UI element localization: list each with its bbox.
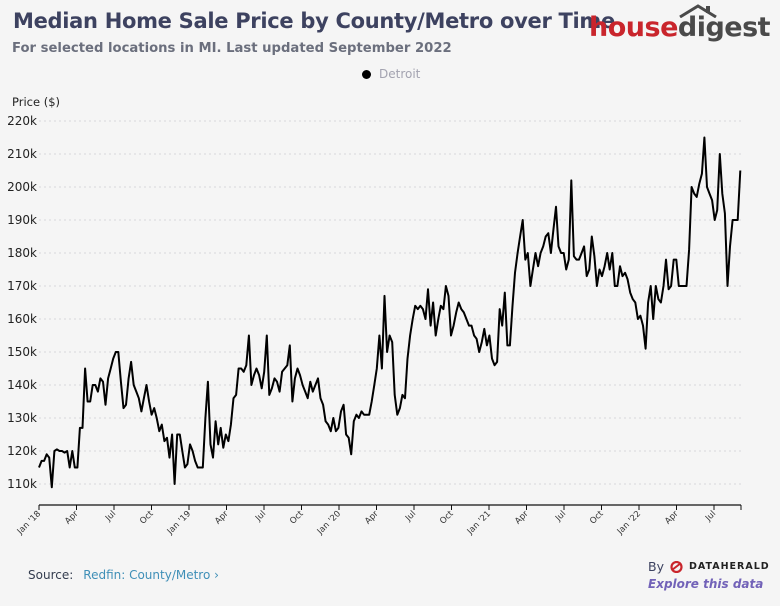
y-tick-label: 210k xyxy=(7,147,37,161)
x-tick-label: Oct xyxy=(288,509,306,527)
x-tick-label: Oct xyxy=(438,509,456,527)
logo-part-digest: digest xyxy=(677,4,771,43)
dataherald-logo-icon xyxy=(670,560,683,573)
legend-item-detroit[interactable]: Detroit xyxy=(379,67,421,81)
y-axis-label: Price ($) xyxy=(12,95,60,109)
roof-icon xyxy=(679,4,717,18)
y-tick-label: 180k xyxy=(7,246,37,260)
x-tick-label: Apr xyxy=(213,509,231,527)
series-line-detroit xyxy=(38,136,742,489)
chart-legend: Detroit xyxy=(362,67,420,81)
x-axis: Jan '18 Apr Jul Oct Jan '19 Apr Jul Oct Jan '20 A… xyxy=(15,504,742,537)
x-tick-label: Jul xyxy=(253,509,268,524)
y-axis: 110k 120k 130k 140k 150k 160k 170k 180k 190k 200k… xyxy=(7,114,37,491)
y-tick-label: 190k xyxy=(7,213,37,227)
x-tick-label: Apr xyxy=(63,509,81,527)
source-link-text: Redfin: County/Metro xyxy=(83,568,211,582)
x-tick-label: Jan '21 xyxy=(465,509,493,537)
source-label: Source: xyxy=(28,568,74,582)
gridlines xyxy=(39,120,741,485)
x-tick-label: Jan '22 xyxy=(615,509,643,537)
housedigest-logo: house digest xyxy=(589,4,771,43)
y-tick-label: 120k xyxy=(7,444,37,458)
x-tick-label: Jan '19 xyxy=(165,509,193,537)
y-tick-label: 150k xyxy=(7,345,37,359)
y-tick-label: 130k xyxy=(7,411,37,425)
y-tick-label: 110k xyxy=(7,477,37,491)
y-tick-label: 220k xyxy=(7,114,37,128)
page-title: Median Home Sale Price by County/Metro o… xyxy=(13,9,615,33)
by-label: By xyxy=(648,559,664,574)
legend-marker-icon xyxy=(362,69,371,79)
source-link[interactable]: Redfin: County/Metro › xyxy=(83,568,219,582)
dataherald-brand: DATAHERALD xyxy=(688,561,770,572)
y-tick-label: 160k xyxy=(7,312,37,326)
x-tick-label: Jan '20 xyxy=(315,509,343,537)
x-tick-label: Oct xyxy=(588,509,606,527)
source-attribution: Source: Redfin: County/Metro › xyxy=(28,568,219,582)
explore-data-link[interactable]: Explore this data xyxy=(648,577,764,591)
logo-digest-text: digest xyxy=(677,12,771,43)
y-tick-label: 200k xyxy=(7,180,37,194)
x-tick-label: Jul xyxy=(103,509,118,524)
x-tick-label: Jul xyxy=(703,509,718,524)
x-tick-label: Jul xyxy=(403,509,418,524)
page-subtitle: For selected locations in MI. Last updat… xyxy=(12,41,452,56)
byline: By DATAHERALD xyxy=(648,559,770,574)
x-tick-label: Apr xyxy=(513,509,531,527)
x-tick-label: Apr xyxy=(363,509,381,527)
logo-part-house: house xyxy=(589,12,678,43)
x-tick-label: Jan '18 xyxy=(15,509,43,537)
x-tick-label: Jul xyxy=(553,509,568,524)
x-tick-label: Oct xyxy=(138,509,156,527)
y-tick-label: 170k xyxy=(7,279,37,293)
x-tick-label: Apr xyxy=(663,509,681,527)
y-tick-label: 140k xyxy=(7,378,37,392)
